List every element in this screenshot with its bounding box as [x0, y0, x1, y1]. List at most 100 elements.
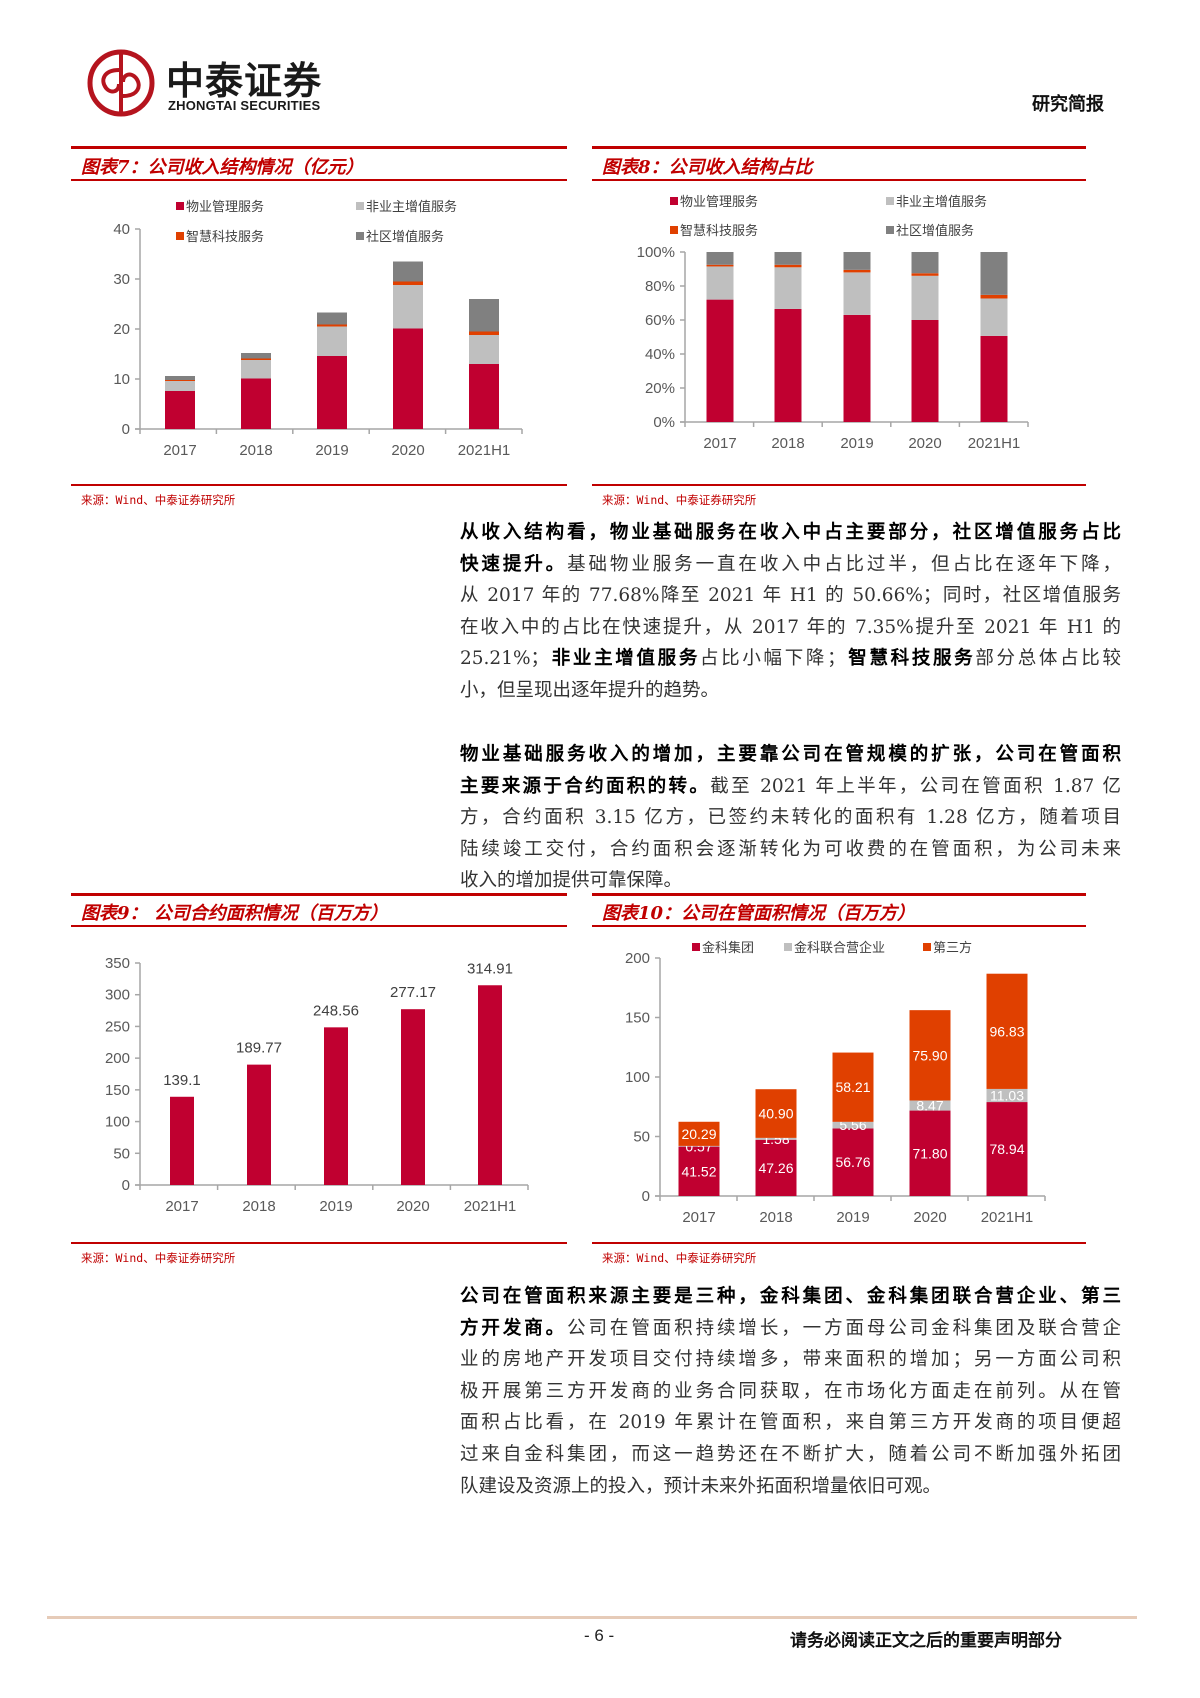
- bar-data-label: 40.90: [758, 1106, 793, 1122]
- y-tick-label: 200: [625, 950, 650, 967]
- y-tick-label: 50: [633, 1129, 650, 1146]
- y-tick-label: 200: [105, 1050, 130, 1067]
- text-line: 物业基础服务收入的增加，主要靠公司在管规模的扩张，公司在管面积: [460, 739, 1121, 771]
- y-tick-label: 350: [105, 955, 130, 972]
- bar-c8-2018-series-3: [774, 252, 802, 265]
- text-segment: 基础物业服务一直在收入中占比过半，但占比在逐年下降，: [567, 553, 1121, 575]
- x-tick-label: 2017: [682, 1209, 715, 1226]
- y-tick-label: 20%: [645, 380, 675, 397]
- bar-c10-2018-series-2: [755, 1089, 797, 1138]
- bar-c8-2021H1-series-1: [980, 298, 1008, 336]
- bar-c10-2021H1-series-2: [986, 973, 1028, 1089]
- legend-label: 非业主增值服务: [896, 194, 987, 210]
- legend-label: 社区增值服务: [896, 223, 974, 239]
- panel-title-rule: [592, 179, 1086, 181]
- legend-label: 智慧科技服务: [680, 223, 758, 239]
- y-tick-label: 100: [105, 1114, 130, 1131]
- bar-data-label: 78.94: [989, 1141, 1024, 1157]
- bar-c8-2017-series-1: [706, 266, 734, 300]
- bar-c8-2019-series-0: [843, 314, 871, 422]
- bar-data-label: 96.83: [989, 1023, 1024, 1039]
- bar-c8-2021H1-series-3: [980, 252, 1008, 295]
- chart10-title: 图表10：公司在管面积情况（百万方）: [602, 903, 916, 924]
- y-tick-label: 250: [105, 1018, 130, 1035]
- x-tick-label: 2018: [239, 442, 272, 459]
- text-segment: 极开展第三方开发商的业务合同获取，在市场化方面走在前列。从在管: [460, 1380, 1121, 1402]
- bar-c10-2020-series-0: [909, 1110, 951, 1196]
- bar-c7-2020-series-2: [393, 281, 423, 285]
- bar-c7-2020-series-1: [393, 285, 423, 329]
- bold-text-segment: 非业主增值服务: [549, 648, 700, 670]
- x-tick-label: 2021H1: [458, 442, 511, 459]
- bold-text-segment: 主要来源于合约面积的转。: [460, 775, 711, 797]
- text-line: 方，合约面积 3.15 亿方，已签约未转化的面积有 1.28 亿方，随着项目: [460, 802, 1121, 834]
- bar-c8-2018-series-2: [774, 264, 802, 268]
- bar-c7-2018-series-3: [241, 353, 271, 359]
- bar-c7-2018-series-1: [241, 360, 271, 379]
- bar-c10-2020-series-1: [909, 1100, 951, 1111]
- bar-data-label: 139.1: [163, 1072, 201, 1089]
- bar-c9-2020-series-0: [401, 1009, 425, 1185]
- bar-c8-2018-series-1: [774, 267, 802, 309]
- y-tick-label: 40%: [645, 346, 675, 363]
- text-segment: 队建设及资源上的投入，预计未来外拓面积增量依旧可观。: [460, 1475, 942, 1497]
- legend-label: 金科集团: [702, 940, 754, 956]
- bar-data-label: 189.77: [236, 1040, 282, 1057]
- legend-swatch: [886, 226, 894, 234]
- text-segment: 从 2017 年的 77.68%降至 2021 年 H1 的 50.66%；同时…: [460, 585, 1121, 607]
- bar-c10-2019-series-2: [832, 1052, 874, 1122]
- x-tick-label: 2019: [319, 1198, 352, 1215]
- bar-c7-2019-series-3: [317, 312, 347, 325]
- text-line: 面积占比看，在 2019 年累计在管面积，来自第三方开发商的项目便超: [460, 1407, 1121, 1439]
- chart7-title: 图表7：公司收入结构情况（亿元）: [81, 157, 364, 178]
- x-tick-label: 2019: [836, 1209, 869, 1226]
- chart8-plot: 0% 20% 40% 60% 80% 100% 2017 2018 2019 2020 2021H1…: [637, 194, 1029, 452]
- bar-c8-2019-series-2: [843, 269, 871, 273]
- panel-bottom-rule: [71, 1242, 567, 1244]
- x-tick-label: 2021H1: [968, 435, 1021, 452]
- text-segment: 收入的增加提供可靠保障。: [460, 870, 683, 892]
- bar-data-label: 248.56: [313, 1002, 359, 1019]
- bar-c8-2019-series-3: [843, 252, 871, 270]
- bar-c8-2021H1-series-2: [980, 294, 1008, 299]
- paragraph-managed-area-sources: 公司在管面积来源主要是三种，金科集团、金科集团联合营企业、第三 方开发商。公司在管…: [460, 1281, 1121, 1502]
- bar-c7-2021H1-series-1: [469, 335, 499, 364]
- legend-swatch: [923, 943, 931, 951]
- chart8-panel: 图表8：公司收入结构占比 0% 20% 40% 60% 80% 100% 2017 2018 2…: [592, 146, 1086, 516]
- legend-label: 第三方: [933, 940, 972, 956]
- bar-c9-2019-series-0: [324, 1027, 348, 1185]
- y-tick-label: 0%: [653, 414, 675, 431]
- panel-title-rule: [71, 925, 567, 927]
- legend-swatch: [784, 943, 792, 951]
- legend-swatch: [886, 197, 894, 205]
- bar-c10-2020-series-2: [909, 1010, 951, 1101]
- x-tick-label: 2019: [315, 442, 348, 459]
- text-segment: 方，合约面积 3.15 亿方，已签约未转化的面积有 1.28 亿方，随着项目: [460, 807, 1121, 829]
- bar-c8-2017-series-2: [706, 264, 734, 267]
- text-line: 公司在管面积来源主要是三种，金科集团、金科集团联合营企业、第三: [460, 1281, 1121, 1313]
- bar-c8-2020-series-1: [911, 275, 939, 320]
- footer-rule: [47, 1616, 1137, 1619]
- x-tick-label: 2019: [840, 435, 873, 452]
- bar-c7-2020-series-0: [393, 328, 423, 429]
- bar-data-label: 41.52: [681, 1163, 716, 1179]
- bold-text-segment: 物业基础服务收入的增加，主要靠公司在管规模的扩张，公司在管面积: [460, 744, 1121, 765]
- x-tick-label: 2017: [165, 1198, 198, 1215]
- bar-c10-2017-series-0: [678, 1146, 720, 1196]
- bar-c10-2019-series-1: [832, 1121, 874, 1129]
- bar-c7-2018-series-0: [241, 378, 271, 429]
- text-line: 小，但呈现出逐年提升的趋势。: [460, 675, 1121, 707]
- bar-c7-2021H1-series-0: [469, 364, 499, 429]
- bold-text-segment: 公司在管面积来源主要是三种，金科集团、金科集团联合营企业、第三: [460, 1286, 1121, 1307]
- bar-data-label: 277.17: [390, 984, 436, 1001]
- bar-c8-2020-series-3: [911, 252, 939, 274]
- bar-data-label: 58.21: [835, 1079, 870, 1095]
- legend-swatch: [176, 232, 184, 240]
- bar-c10-2017-series-1: [678, 1145, 720, 1147]
- text-line: 快速提升。基础物业服务一直在收入中占比过半，但占比在逐年下降，: [460, 549, 1121, 581]
- bar-data-label: 8.47: [916, 1098, 943, 1114]
- paragraph-managed-area-growth: 物业基础服务收入的增加，主要靠公司在管规模的扩张，公司在管面积 主要来源于合约面积…: [460, 739, 1121, 897]
- y-tick-label: 0: [122, 421, 130, 438]
- legend-swatch: [356, 232, 364, 240]
